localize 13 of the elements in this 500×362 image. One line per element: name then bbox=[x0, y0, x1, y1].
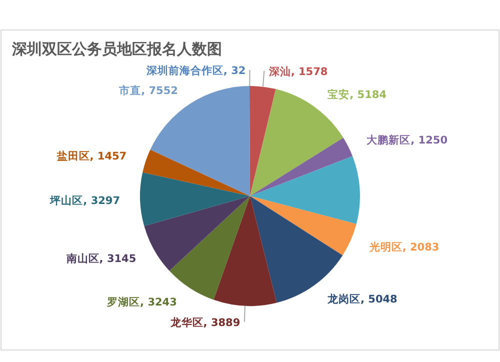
slice-label: 深汕, 1578 bbox=[268, 64, 328, 78]
slice-label: 盐田区, 1457 bbox=[56, 150, 127, 163]
slice-label: 龙岗区, 5048 bbox=[326, 292, 398, 306]
chart-title: 深圳双区公务员地区报名人数图 bbox=[11, 40, 222, 58]
slice-label: 光明区, 2083 bbox=[368, 240, 440, 254]
slice-label: 市直, 7552 bbox=[118, 84, 178, 97]
slice-label: 坪山区, 3297 bbox=[49, 194, 120, 207]
slice-label: 深圳前海合作区, 32 bbox=[145, 64, 246, 77]
slice-label: 龙华区, 3889 bbox=[169, 316, 240, 329]
slice-label: 南山区, 3145 bbox=[65, 252, 136, 265]
slice-label: 罗湖区, 3243 bbox=[106, 295, 177, 308]
slice-label: 大鹏新区, 1250 bbox=[366, 134, 448, 147]
slice-label: 宝安, 5184 bbox=[328, 88, 387, 101]
